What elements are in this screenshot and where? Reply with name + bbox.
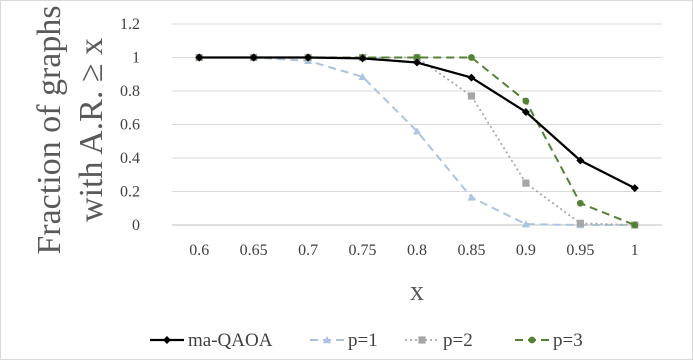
x-tick-label: 0.65 bbox=[240, 242, 268, 259]
y-tick-label: 1 bbox=[132, 50, 140, 67]
data-point bbox=[249, 53, 258, 62]
legend-item-p=3: p=3 bbox=[515, 330, 583, 351]
legend-item-ma-QAOA: ma-QAOA bbox=[150, 330, 273, 351]
data-point bbox=[467, 73, 476, 82]
legend: ma-QAOA p=1 p=2 p=3 bbox=[150, 330, 583, 351]
series-ma-QAOA bbox=[195, 53, 639, 193]
data-point bbox=[323, 336, 331, 344]
legend-item-p=2: p=2 bbox=[405, 330, 473, 351]
legend-label: p=2 bbox=[443, 330, 473, 351]
x-tick-label: 0.95 bbox=[566, 242, 594, 259]
data-point bbox=[521, 220, 530, 228]
y-tick-label: 0 bbox=[132, 217, 140, 234]
y-tick-label: 0.8 bbox=[120, 83, 140, 100]
y-tick-label: 0.6 bbox=[120, 117, 140, 134]
x-tick-label: 0.6 bbox=[189, 242, 209, 259]
axes: 0 0.2 0.4 0.6 0.8 1 1.2 0.6 0.65 0.7 0.75 0.8 0.85 0.… bbox=[120, 16, 662, 259]
data-point bbox=[358, 54, 367, 63]
x-tick-label: 0.85 bbox=[457, 242, 485, 259]
data-point bbox=[418, 336, 426, 344]
data-point bbox=[304, 53, 313, 62]
y-axis-label-line-2: with A.R. ≥ x bbox=[73, 38, 110, 222]
data-point bbox=[521, 107, 530, 116]
data-point bbox=[413, 58, 421, 67]
data-point bbox=[576, 199, 584, 207]
data-point bbox=[528, 336, 536, 344]
series-layer bbox=[195, 53, 639, 229]
data-point bbox=[576, 156, 585, 165]
data-point bbox=[630, 184, 639, 193]
y-axis-label-line-1: Fraction of graphs bbox=[31, 5, 68, 254]
x-tick-label: 0.7 bbox=[298, 242, 318, 259]
legend-label: p=1 bbox=[348, 330, 378, 351]
data-point bbox=[163, 336, 171, 344]
x-axis-label: x bbox=[410, 276, 424, 307]
x-tick-label: 1 bbox=[631, 242, 639, 259]
x-tick-label: 0.8 bbox=[407, 242, 427, 259]
data-point bbox=[413, 127, 421, 135]
legend-label: p=3 bbox=[553, 330, 583, 351]
legend-item-p=1: p=1 bbox=[310, 330, 378, 351]
legend-label: ma-QAOA bbox=[188, 330, 273, 351]
data-point bbox=[358, 72, 367, 80]
y-tick-label: 1.2 bbox=[120, 16, 140, 33]
y-tick-label: 0.4 bbox=[120, 150, 140, 167]
data-point bbox=[467, 92, 476, 100]
x-tick-label: 0.75 bbox=[349, 242, 377, 259]
axis-labels: Fraction of graphs with A.R. ≥ x x bbox=[31, 5, 424, 307]
data-point bbox=[576, 219, 584, 227]
x-tick-label: 0.9 bbox=[516, 242, 536, 259]
y-tick-label: 0.2 bbox=[120, 184, 140, 201]
data-point bbox=[631, 221, 639, 229]
data-point bbox=[468, 54, 475, 61]
data-point bbox=[195, 53, 204, 62]
data-point bbox=[413, 54, 421, 61]
data-point bbox=[522, 97, 530, 105]
data-point bbox=[522, 179, 530, 187]
data-point bbox=[467, 193, 476, 201]
